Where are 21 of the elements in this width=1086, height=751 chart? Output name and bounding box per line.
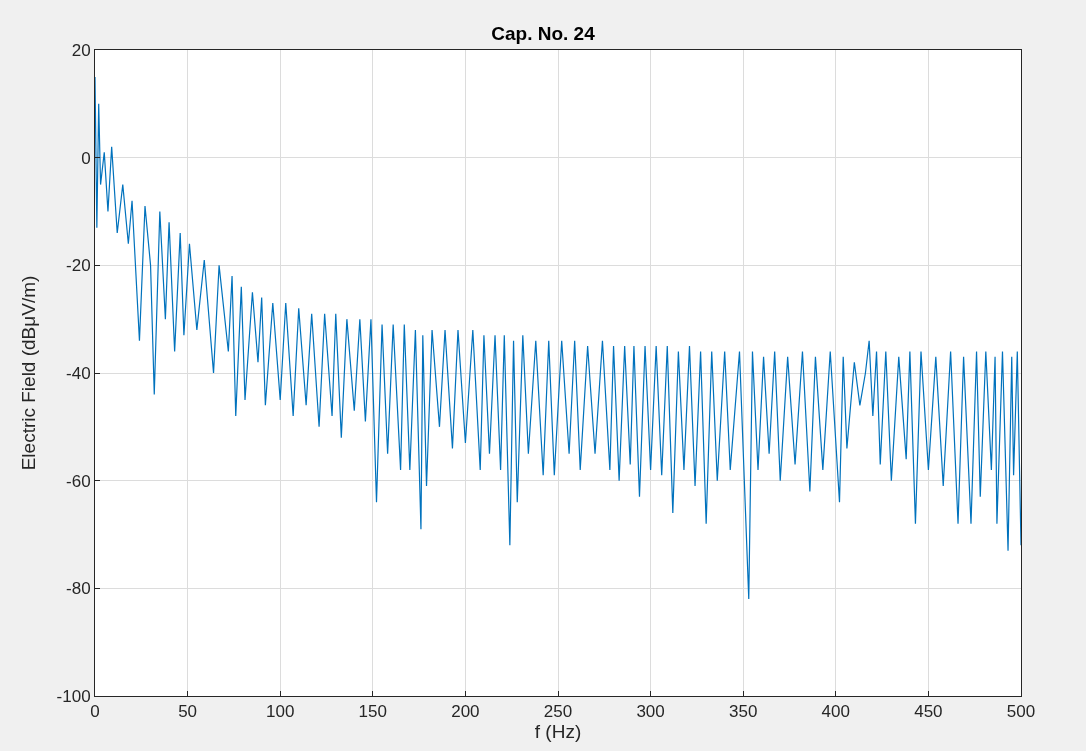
x-tick-label: 50 xyxy=(178,702,198,722)
y-tick-label: -40 xyxy=(66,363,91,383)
y-tick-label: -80 xyxy=(66,579,91,599)
y-tick-label: -100 xyxy=(56,686,91,706)
x-tick-label: 100 xyxy=(266,702,295,722)
x-tick-label: 450 xyxy=(914,702,943,722)
line-series xyxy=(95,76,1021,600)
y-axis-title: Electric Field (dBμV/m) xyxy=(18,275,40,471)
x-axis-title: f (Hz) xyxy=(534,721,582,743)
x-tick-label: 350 xyxy=(729,702,758,722)
y-tick-label: 20 xyxy=(71,40,91,60)
x-tick-label: 250 xyxy=(543,702,573,722)
x-tick-label: 300 xyxy=(636,702,665,722)
y-tick-label: -20 xyxy=(66,256,91,276)
x-tick-label: 150 xyxy=(358,702,387,722)
chart-title: Cap. No. 24 xyxy=(491,22,596,44)
x-tick-label: 500 xyxy=(1006,702,1036,722)
x-tick-label: 200 xyxy=(451,702,480,722)
y-tick-label: -60 xyxy=(66,471,91,491)
x-tick-label: 400 xyxy=(821,702,850,722)
y-tick-label: 0 xyxy=(81,148,91,168)
